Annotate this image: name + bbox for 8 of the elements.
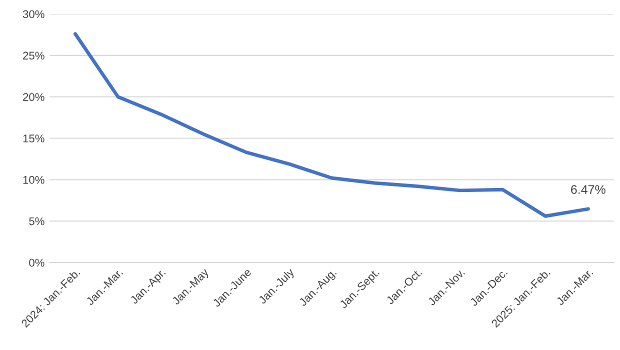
y-tick-label: 10% bbox=[23, 176, 44, 184]
y-tick-label: 5% bbox=[29, 217, 44, 226]
y-tick-label: 20% bbox=[23, 93, 44, 101]
y-tick-label: 30% bbox=[22, 10, 44, 18]
y-tick-label: 15% bbox=[23, 134, 44, 142]
y-tick-label: 25% bbox=[23, 52, 44, 60]
data-label: 6.47% bbox=[571, 185, 606, 194]
y-tick-label: 0% bbox=[29, 258, 44, 267]
